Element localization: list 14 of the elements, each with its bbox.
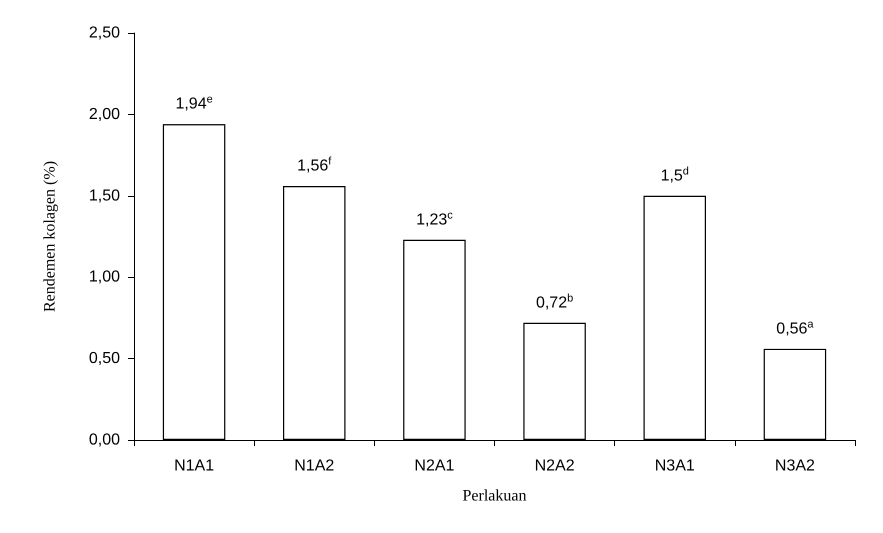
x-tick-label: N1A2 [294,458,334,474]
x-tick-label: N2A1 [414,458,455,474]
x-axis-title: Perlakuan [462,488,526,504]
y-axis-title: Rendemen kolagen (%) [42,160,58,312]
x-tick-label: N3A2 [774,458,816,474]
y-tick-label: 0,50 [88,350,120,368]
y-tick-label: 2,00 [88,106,120,123]
y-tick-label: 0,00 [88,432,120,448]
x-tick-label: N2A2 [534,458,575,474]
x-tick-label: N3A1 [654,458,695,474]
x-tick-label: N1A1 [174,458,214,474]
y-tick-label: 1,00 [88,268,120,286]
y-tick-label: 2,50 [88,24,120,42]
y-tick-label: 1,50 [88,187,120,204]
